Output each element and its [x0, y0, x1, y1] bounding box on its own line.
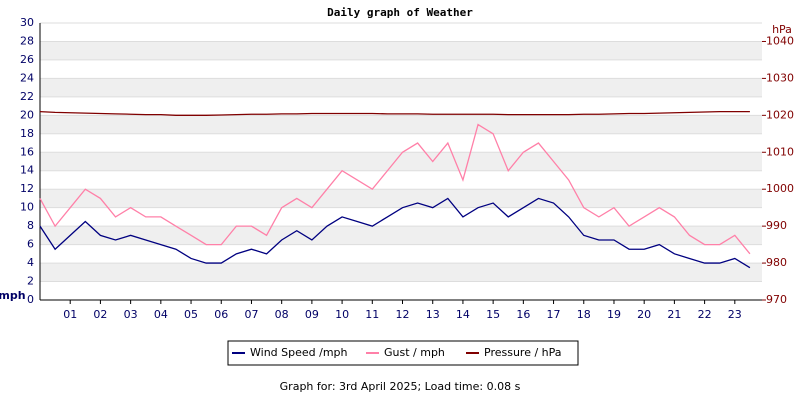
legend-label: Wind Speed /mph — [250, 346, 348, 359]
grid-band — [40, 96, 762, 116]
x-tick-label: 19 — [607, 308, 621, 321]
y-tick-label: 30 — [20, 16, 34, 29]
y2-tick-label: 990 — [766, 219, 787, 232]
legend-label: Gust / mph — [384, 346, 445, 359]
y-tick-label: 6 — [27, 238, 34, 251]
grid-band — [40, 244, 762, 264]
series-line — [39, 123, 751, 255]
y-tick-label: 14 — [20, 164, 34, 177]
grid-band — [40, 281, 762, 300]
x-tick-label: 05 — [184, 308, 198, 321]
legend-box — [227, 340, 579, 366]
y-tick-label: 2 — [27, 275, 34, 288]
chart-title: Daily graph of Weather — [327, 6, 473, 19]
grid-band — [40, 78, 762, 97]
grid-band — [40, 226, 762, 245]
x-tick-label: 07 — [244, 308, 258, 321]
y-axis-label: mph — [0, 289, 26, 302]
x-tick-label: 17 — [547, 308, 561, 321]
grid-band — [40, 207, 762, 227]
x-tick-label: 23 — [728, 308, 742, 321]
y-tick-label: 16 — [20, 145, 34, 158]
y-tick-label: 18 — [20, 127, 34, 140]
x-tick-label: 01 — [63, 308, 77, 321]
x-tick-label: 15 — [486, 308, 500, 321]
series-line — [39, 110, 750, 116]
y2-tick-label: 1020 — [766, 108, 794, 121]
grid-band — [40, 41, 762, 60]
grid-band — [40, 23, 762, 42]
x-tick-label: 11 — [365, 308, 379, 321]
y-tick-label: 24 — [20, 71, 34, 84]
x-tick-label: 08 — [275, 308, 289, 321]
y2-tick-label: 970 — [766, 293, 787, 306]
y2-tick-label: 1040 — [766, 34, 794, 47]
y-tick-label: 10 — [20, 201, 34, 214]
y2-tick-label: 980 — [766, 256, 787, 269]
x-tick-label: 09 — [305, 308, 319, 321]
x-tick-label: 04 — [154, 308, 168, 321]
grid-band — [40, 189, 762, 208]
x-tick-label: 22 — [698, 308, 712, 321]
y-tick-label: 4 — [27, 256, 34, 269]
footer: Graph for: 3rd April 2025; Load time: 0.… — [280, 380, 521, 393]
y2-axis-label: hPa — [772, 23, 792, 36]
x-tick-label: 06 — [214, 308, 228, 321]
series-line — [39, 197, 751, 269]
x-tick-label: 10 — [335, 308, 349, 321]
x-tick-label: 16 — [516, 308, 530, 321]
grid-band — [40, 115, 762, 134]
x-tick-label: 13 — [426, 308, 440, 321]
x-tick-label: 14 — [456, 308, 470, 321]
x-tick-label: 12 — [396, 308, 410, 321]
y-tick-label: 26 — [20, 53, 34, 66]
y-tick-label: 12 — [20, 182, 34, 195]
grid-band — [40, 170, 762, 190]
x-tick-label: 20 — [637, 308, 651, 321]
y2-tick-label: 1000 — [766, 182, 794, 195]
y-tick-label: 8 — [27, 219, 34, 232]
y-tick-label: 0 — [27, 293, 34, 306]
y2-tick-label: 1010 — [766, 145, 794, 158]
grid-band — [40, 152, 762, 171]
grid-band — [40, 59, 762, 79]
x-tick-label: 18 — [577, 308, 591, 321]
x-tick-label: 03 — [124, 308, 138, 321]
y-tick-label: 28 — [20, 34, 34, 47]
y-tick-label: 20 — [20, 108, 34, 121]
grid-band — [40, 133, 762, 153]
x-tick-label: 02 — [93, 308, 107, 321]
x-tick-label: 21 — [667, 308, 681, 321]
y-tick-label: 22 — [20, 90, 34, 103]
y2-tick-label: 1030 — [766, 71, 794, 84]
grid-band — [40, 263, 762, 282]
legend-label: Pressure / hPa — [484, 346, 562, 359]
